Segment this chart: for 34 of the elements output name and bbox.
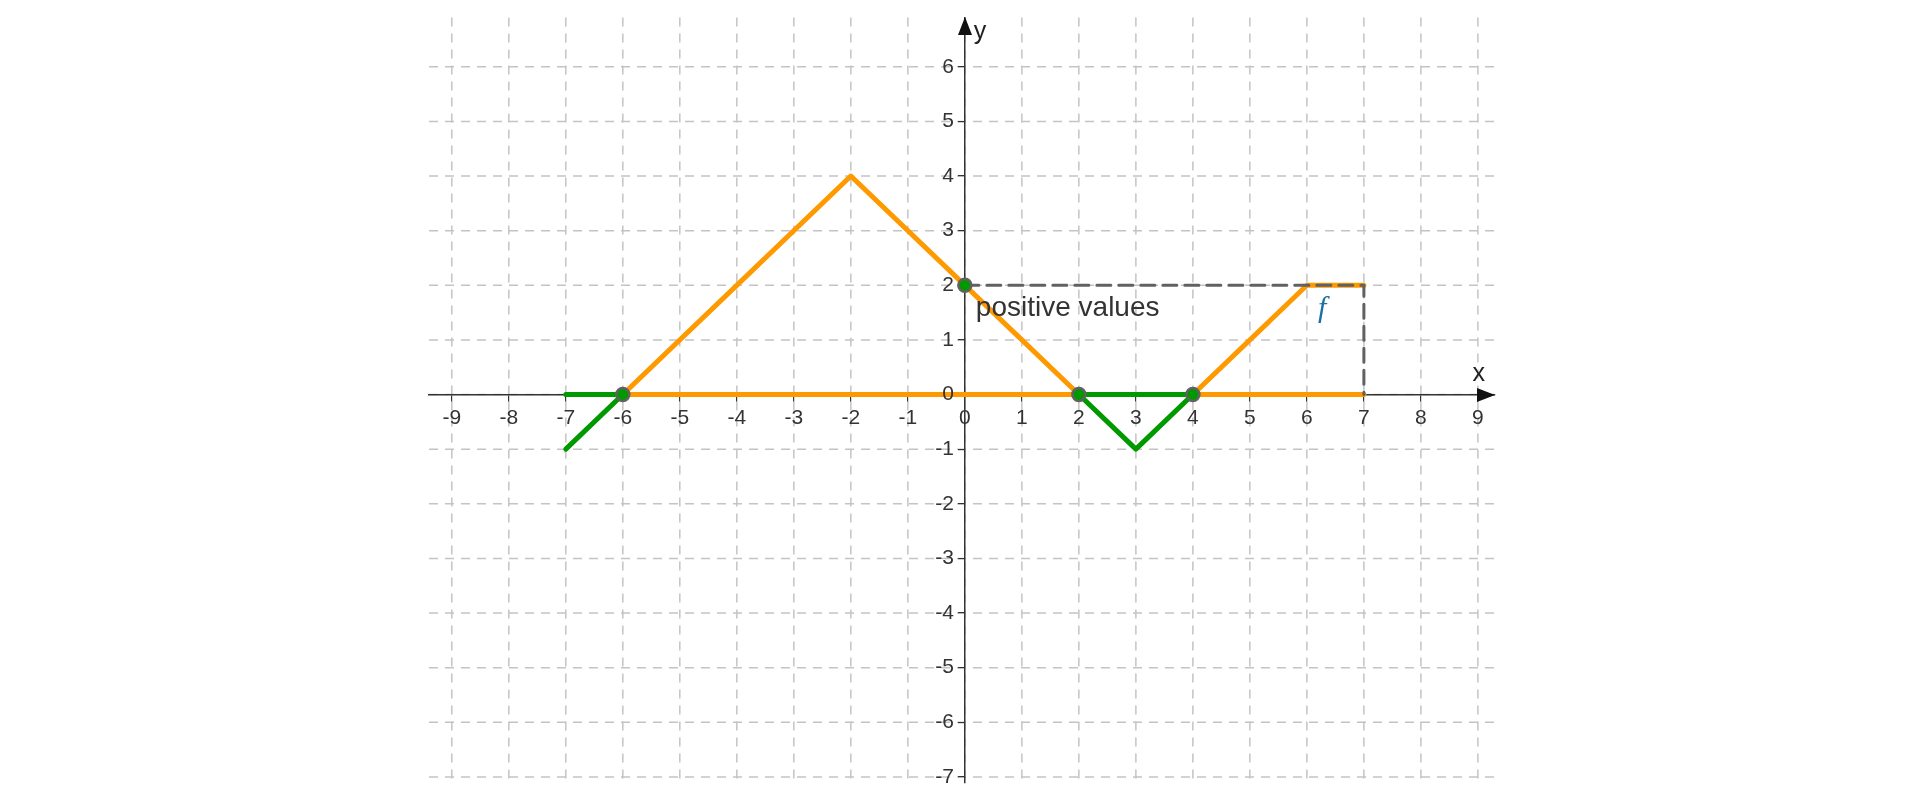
y-tick-label: -1 [935, 435, 954, 459]
y-axis-title: y [973, 15, 987, 44]
y-tick-label: 6 [942, 53, 954, 77]
x-tick-label: 1 [1016, 404, 1028, 428]
x-tick-label: -7 [556, 404, 576, 428]
x-tick-label: -9 [442, 404, 462, 428]
y-tick-label: -2 [935, 490, 954, 514]
x-tick-label: 2 [1073, 404, 1085, 428]
x-tick-label: 9 [1472, 404, 1484, 428]
y-tick-label: -3 [935, 545, 954, 569]
y-tick-label: 1 [942, 326, 954, 350]
y-tick-label: 4 [942, 162, 955, 186]
x-tick-label: -1 [898, 404, 918, 428]
x-tick-label: -3 [784, 404, 804, 428]
x-tick-label: 5 [1244, 404, 1256, 428]
series-label: f [1317, 290, 1330, 324]
y-tick-label: -6 [935, 709, 954, 733]
y-tick-label: -5 [935, 654, 954, 678]
y-tick-label: 3 [942, 217, 954, 241]
x-tick-label: -2 [841, 404, 861, 428]
y-tick-label: 2 [942, 272, 954, 296]
x-tick-label: -6 [613, 404, 633, 428]
y-tick-label: -4 [935, 599, 955, 623]
x-tick-label: -8 [499, 404, 519, 428]
x-tick-label: 3 [1130, 404, 1142, 428]
x-tick-label: 4 [1187, 404, 1200, 428]
x-tick-label: -4 [727, 404, 747, 428]
x-tick-label: -5 [670, 404, 690, 428]
x-axis-title: x [1472, 357, 1486, 386]
y-tick-label: 5 [942, 108, 954, 132]
x-tick-label: 6 [1301, 404, 1313, 428]
x-tick-label: 8 [1415, 404, 1427, 428]
y-tick-label: -7 [935, 763, 954, 787]
x-tick-label: 7 [1358, 404, 1370, 428]
